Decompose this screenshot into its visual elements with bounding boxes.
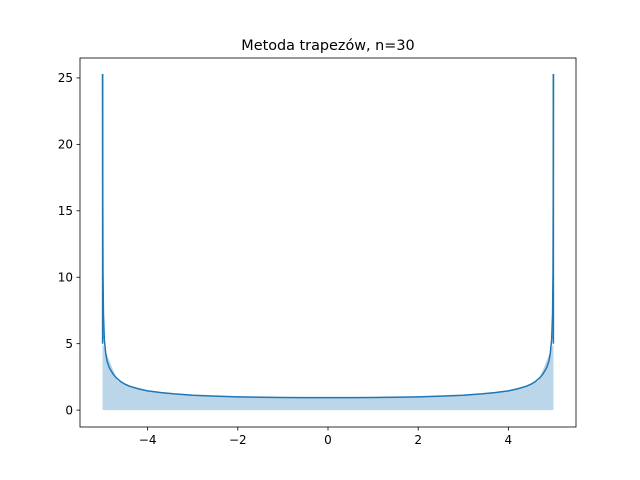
function-curve [101, 73, 555, 399]
y-tick-label: 5 [65, 337, 73, 351]
y-tick-label: 25 [58, 71, 73, 85]
x-tick-label: 2 [414, 433, 422, 447]
y-tick-label: 10 [58, 270, 73, 284]
plot-area: −4 −2 0 2 4 0 5 10 15 20 25 [58, 57, 577, 447]
x-tick-label: −4 [139, 433, 157, 447]
y-tick-label: 0 [65, 403, 73, 417]
x-tick-label: 0 [324, 433, 332, 447]
x-tick-label: 4 [505, 433, 513, 447]
trapezoid-area-0 [102, 343, 554, 411]
chart-title: Metoda trapezów, n=30 [241, 38, 414, 54]
axes-frame [79, 57, 577, 428]
y-tick-label: 15 [58, 204, 73, 218]
y-tick-label: 20 [58, 138, 73, 152]
x-tick-label: −2 [229, 433, 247, 447]
